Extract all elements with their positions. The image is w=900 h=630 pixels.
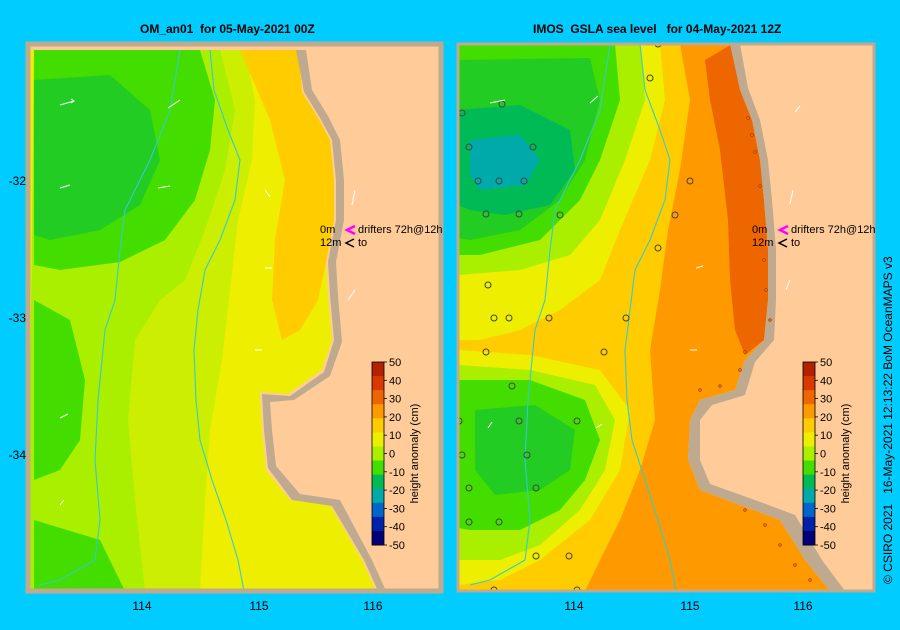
colorbar-swatch	[803, 418, 815, 433]
colorbar-swatch	[803, 530, 815, 546]
colorbar-tick-label: -10	[820, 467, 836, 479]
colorbar-swatch	[803, 516, 815, 532]
colorbar-tick-label: 30	[820, 394, 832, 406]
left-ocean-orange-coastal	[240, 50, 334, 340]
right-isobath-200	[624, 44, 677, 591]
colorbar-tick-label: 0	[820, 449, 826, 461]
y-tick-label: -33	[9, 311, 27, 325]
left-flow-arrows	[59, 98, 356, 506]
right-panel-title: IMOS GSLA sea level for 04-May-2021 12Z	[533, 22, 782, 36]
colorbar-swatch	[372, 376, 384, 391]
colorbar-tick-label: -30	[820, 503, 836, 515]
colorbar-swatch	[372, 488, 384, 504]
colorbar-tick-label: 0	[389, 449, 395, 461]
colorbar-tick-label: 40	[389, 375, 401, 387]
left-ocean-green-deep	[34, 75, 160, 240]
left-isobath-200	[193, 49, 245, 591]
magenta-arrow-icon	[777, 224, 789, 236]
colorbar-swatch	[803, 446, 815, 462]
right-ocean-cyan	[470, 135, 540, 190]
colorbar-swatch	[803, 488, 815, 504]
colorbar-swatch	[803, 474, 815, 490]
colorbar-tick-label: 20	[820, 412, 832, 424]
left-frame	[25, 41, 444, 594]
legend-depth-0: 0m	[752, 224, 767, 236]
right-coastal-markers	[698, 116, 812, 582]
colorbar-label: height anomaly (cm)	[409, 404, 421, 504]
legend-depth-12: 12m	[752, 237, 773, 249]
left-map	[25, 41, 444, 594]
colorbar-swatch	[803, 460, 815, 476]
x-tick-label: 116	[793, 599, 812, 613]
left-isobath-deep	[39, 49, 181, 586]
magenta-arrow-icon	[344, 224, 356, 236]
colorbar-swatch	[372, 404, 384, 419]
colorbar-swatch	[803, 390, 815, 405]
colorbar-label: height anomaly (cm)	[840, 404, 852, 504]
colorbar-tick-label: -50	[820, 540, 836, 552]
colorbar-swatch	[372, 474, 384, 490]
left-panel-title: OM_an01 for 05-May-2021 00Z	[140, 22, 315, 36]
legend-depth-0: 0m	[320, 224, 335, 236]
colorbar-tick-label: -10	[389, 467, 405, 479]
colorbar-tick-label: 30	[389, 394, 401, 406]
left-colorbar: 50 40 30 20 10 0 -10 -20 -30 -40 -50 height anomaly…	[371, 357, 421, 552]
colorbar-tick-label: 50	[389, 357, 401, 369]
right-drifter-dots	[458, 44, 694, 591]
colorbar-tick-label: 10	[389, 430, 401, 442]
x-tick-label: 116	[363, 599, 382, 613]
right-flow-arrows	[487, 95, 801, 429]
left-ocean-green-southwest	[34, 520, 125, 591]
colorbar-tick-label: 10	[820, 430, 832, 442]
legend-drifter-text: drifters 72h@12h	[358, 224, 443, 236]
colorbar-tick-label: -30	[389, 503, 405, 515]
left-drifter-legend: 0m drifters 72h@12h 12m to	[320, 224, 443, 249]
legend-depth-12: 12m	[320, 237, 341, 249]
black-arrow-icon	[777, 238, 788, 248]
x-tick-label: 115	[680, 599, 699, 613]
colorbar-swatch	[372, 460, 384, 476]
colorbar-swatch	[372, 362, 384, 377]
x-tick-label: 114	[564, 599, 583, 613]
legend-to-text: to	[358, 237, 367, 249]
right-frame	[456, 42, 876, 593]
y-tick-label: -32	[9, 174, 27, 188]
right-ocean-deep-orange	[705, 44, 768, 355]
colorbar-tick-label: -50	[389, 540, 405, 552]
y-tick-label: -34	[9, 448, 27, 462]
colorbar-swatch	[372, 502, 384, 518]
legend-drifter-text: drifters 72h@12h	[791, 224, 876, 236]
colorbar-swatch	[372, 418, 384, 433]
black-arrow-icon	[344, 238, 355, 248]
colorbar-tick-label: -20	[820, 485, 836, 497]
credit-text: © CSIRO 2021 16-May-2021 12:13:22 BoM Oc…	[881, 256, 895, 584]
colorbar-swatch	[803, 362, 815, 377]
colorbar-tick-label: 40	[820, 375, 832, 387]
colorbar-swatch	[372, 432, 384, 447]
x-tick-label: 115	[249, 599, 268, 613]
right-isobath-deep	[469, 44, 611, 586]
colorbar-swatch	[372, 446, 384, 462]
left-ocean-green-south	[34, 300, 85, 480]
right-map	[456, 42, 876, 593]
colorbar-tick-label: -40	[820, 522, 836, 534]
colorbar-swatch	[803, 502, 815, 518]
colorbar-tick-label: -20	[389, 485, 405, 497]
colorbar-tick-label: 50	[820, 357, 832, 369]
colorbar-swatch	[372, 530, 384, 546]
right-coast	[688, 44, 845, 591]
colorbar-tick-label: -40	[389, 522, 405, 534]
right-drifter-legend: 0m drifters 72h@12h 12m to	[752, 224, 876, 249]
colorbar-swatch	[372, 390, 384, 405]
x-tick-label: 114	[132, 599, 151, 613]
colorbar-swatch	[803, 432, 815, 447]
legend-to-text: to	[791, 237, 800, 249]
colorbar-swatch	[803, 376, 815, 391]
colorbar-tick-label: 20	[389, 412, 401, 424]
right-colorbar: 50 40 30 20 10 0 -10 -20 -30 -40 -50 height anomaly…	[802, 357, 852, 552]
colorbar-swatch	[803, 404, 815, 419]
axes: -32 -33 -34 114 115 116 114 115 116	[9, 174, 813, 613]
colorbar-swatch	[372, 516, 384, 532]
